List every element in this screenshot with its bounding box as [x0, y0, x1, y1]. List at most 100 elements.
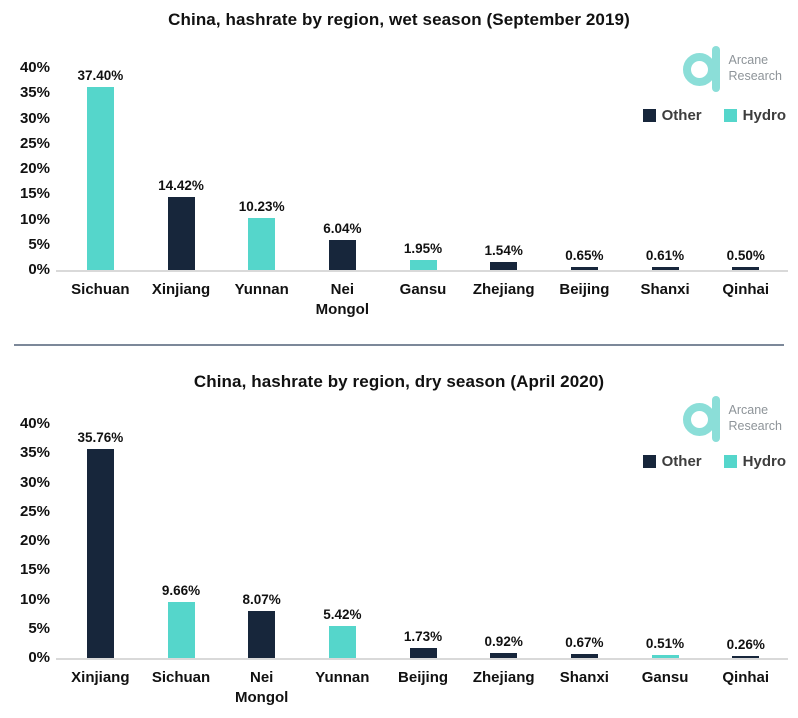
x-axis-line	[56, 270, 788, 272]
category-label-cell: Sichuan	[60, 280, 141, 321]
logo-wordmark: Arcane Research	[729, 53, 783, 84]
bar-xinjiang	[86, 448, 114, 658]
y-tick: 5%	[28, 619, 50, 637]
category-label: Qinhai	[722, 281, 770, 298]
bar-column: 1.95%	[383, 68, 464, 270]
category-label-cell: Beijing	[544, 280, 625, 321]
category-label: Shanxi	[559, 669, 609, 686]
legend-item-other: Other	[642, 453, 702, 470]
category-label-cell: Yunnan	[221, 280, 302, 321]
y-tick: 0%	[28, 649, 50, 666]
legend-label: Hydro	[742, 453, 786, 470]
bar-column: 1.54%	[463, 68, 544, 270]
category-label: Sichuan	[71, 281, 130, 298]
category-label-cell: Qinhai	[705, 280, 786, 321]
legend: Other Hydro	[642, 453, 786, 470]
x-axis-line	[56, 658, 788, 660]
arcane-logo-icon	[682, 46, 720, 92]
bar-nei-mongol	[248, 610, 276, 658]
bar-column: 37.40%	[60, 68, 141, 270]
bar-column: 10.23%	[221, 68, 302, 270]
bar-column: 14.42%	[141, 68, 222, 270]
category-label: Beijing	[398, 669, 449, 686]
legend-swatch-icon	[723, 109, 737, 122]
category-label: Gansu	[641, 669, 689, 686]
data-label: 37.40%	[77, 68, 124, 83]
data-label: 0.51%	[645, 636, 685, 652]
logo-word-line2: Research	[728, 419, 783, 433]
bar-column: 6.04%	[302, 68, 383, 270]
logo-word-line1: Arcane	[728, 53, 769, 68]
category-label-cell: Gansu	[383, 280, 464, 321]
category-label-cell: Nei Mongol	[302, 280, 383, 321]
bar-column: 5.42%	[302, 424, 383, 658]
data-label: 0.65%	[565, 247, 604, 263]
section-divider	[14, 344, 784, 346]
bar-zhejiang	[490, 652, 518, 658]
bar-column: 0.67%	[544, 424, 625, 658]
chart-title: China, hashrate by region, wet season (S…	[168, 10, 630, 29]
legend-item-hydro: Hydro	[723, 107, 786, 124]
y-tick: 40%	[19, 59, 50, 76]
y-tick: 30%	[19, 109, 50, 127]
bar-gansu	[409, 260, 437, 270]
bar-column: 0.61%	[625, 68, 706, 270]
bar-yunnan	[248, 218, 276, 270]
data-label: 0.67%	[565, 635, 604, 651]
data-label: 0.26%	[726, 637, 765, 652]
plot-area: 35.76% 9.66% 8.07% 5.42% 1.73% 0.92% 0.67% 0.51…	[60, 424, 786, 658]
legend-label: Hydro	[742, 107, 786, 124]
data-label: 0.92%	[484, 633, 523, 649]
legend-swatch-icon	[642, 455, 656, 468]
y-tick: 5%	[28, 235, 50, 253]
data-label: 1.54%	[484, 243, 523, 259]
bar-qinhai	[732, 267, 760, 270]
arcane-research-logo: Arcane Research	[682, 46, 783, 92]
category-label: Yunnan	[234, 281, 289, 298]
y-tick: 10%	[19, 210, 50, 228]
legend-item-hydro: Hydro	[723, 453, 786, 470]
arcane-logo-icon	[682, 396, 720, 442]
category-label-cell: Zhejiang	[463, 668, 544, 709]
bar-sichuan	[86, 87, 114, 270]
category-label: Beijing	[559, 281, 610, 298]
dry-season-chart: China, hashrate by region, dry season (A…	[0, 350, 798, 718]
bar-beijing	[570, 266, 598, 270]
legend-label: Other	[661, 107, 702, 124]
data-label: 9.66%	[161, 582, 201, 598]
category-label: Nei Mongol	[315, 281, 369, 319]
wet-season-chart: China, hashrate by region, wet season (S…	[0, 0, 798, 340]
bar-gansu	[651, 655, 679, 658]
y-axis: 40% 35% 30% 25% 20% 15% 10% 5% 0%	[0, 59, 50, 278]
data-label: 10.23%	[238, 199, 285, 215]
data-label: 5.42%	[323, 607, 362, 623]
category-label-cell: Qinhai	[705, 668, 786, 709]
bar-column: 9.66%	[141, 424, 222, 658]
category-label: Shanxi	[640, 281, 690, 298]
bar-nei-mongol	[328, 239, 356, 270]
category-label: Zhejiang	[472, 281, 535, 298]
bar-column: 8.07%	[221, 424, 302, 658]
y-tick: 20%	[19, 532, 50, 549]
data-label: 8.07%	[242, 591, 281, 607]
bar-column: 1.73%	[383, 424, 464, 658]
y-axis: 40% 35% 30% 25% 20% 15% 10% 5% 0%	[0, 415, 50, 666]
category-label-cell: Shanxi	[625, 280, 706, 321]
bar-xinjiang	[167, 197, 195, 270]
y-tick: 15%	[19, 561, 50, 579]
bar-column: 0.65%	[544, 68, 625, 270]
data-label: 6.04%	[323, 220, 362, 236]
bar-yunnan	[328, 626, 356, 658]
y-tick: 35%	[19, 444, 50, 462]
y-tick: 10%	[19, 590, 50, 608]
category-label: Xinjiang	[71, 669, 130, 686]
category-label-cell: Yunnan	[302, 668, 383, 709]
y-tick: 25%	[19, 502, 50, 520]
bar-shanxi	[651, 266, 679, 270]
arcane-research-logo: Arcane Research	[682, 396, 783, 442]
category-label: Sichuan	[151, 669, 211, 686]
y-tick: 35%	[19, 84, 50, 102]
legend: Other Hydro	[642, 107, 786, 124]
bar-sichuan	[167, 601, 195, 658]
